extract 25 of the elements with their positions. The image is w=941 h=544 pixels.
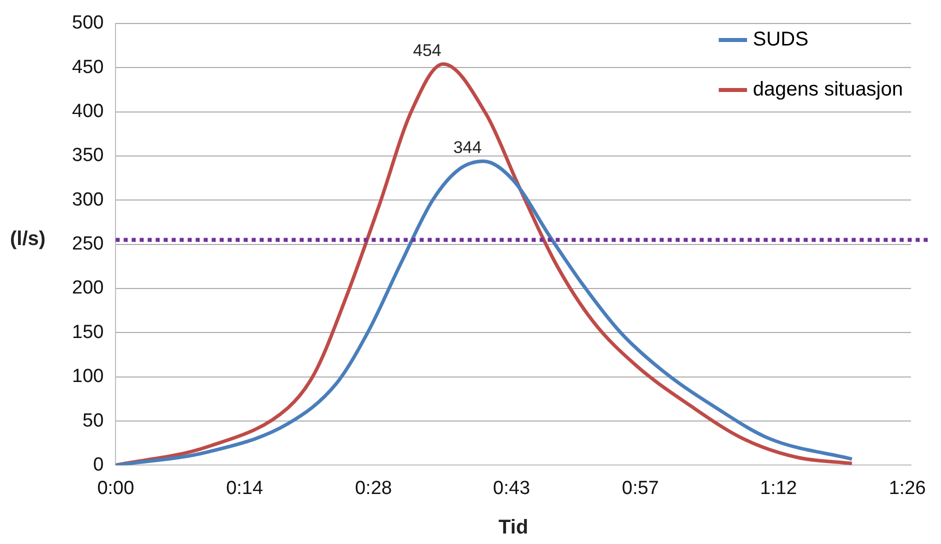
annotation: 454 (413, 41, 442, 60)
x-axis-title: Tid (498, 516, 528, 539)
y-tick-label: 350 (72, 145, 104, 166)
y-tick-label: 150 (72, 322, 104, 343)
x-tick-label: 1:12 (760, 478, 797, 499)
y-tick-label: 50 (82, 410, 104, 432)
y-tick-label: 300 (72, 189, 104, 210)
x-tick-label: 0:57 (622, 478, 659, 499)
x-tick-label: 0:28 (354, 478, 392, 499)
legend-label: SUDS (752, 28, 808, 51)
y-tick-label: 450 (72, 56, 104, 78)
y-tick-label: 100 (72, 366, 104, 388)
annotation: 344 (453, 138, 482, 158)
x-tick-label: 0:14 (226, 478, 264, 499)
x-tick-label: 0:43 (493, 478, 530, 499)
y-tick-label: 500 (72, 12, 104, 34)
y-tick-label: 200 (72, 278, 104, 299)
line-series (116, 159, 854, 466)
x-tick-label: 1:26 (888, 478, 926, 499)
x-tick-label: 0:00 (97, 478, 134, 499)
y-axis-title: (l/s) (10, 228, 46, 251)
y-tick-label: 400 (72, 100, 104, 122)
y-tick-label: 250 (72, 234, 104, 255)
legend-label: dagens situasjon (752, 78, 903, 101)
y-tick-label: 0 (93, 454, 104, 476)
